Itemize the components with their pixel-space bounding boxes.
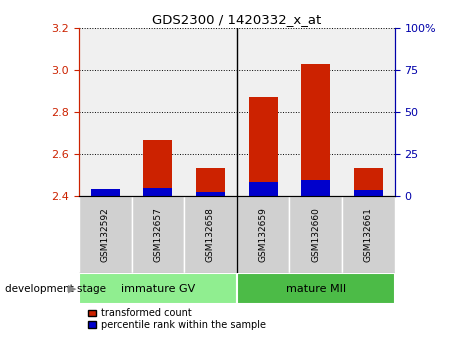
Text: GSM132661: GSM132661 — [364, 207, 373, 262]
Title: GDS2300 / 1420332_x_at: GDS2300 / 1420332_x_at — [152, 13, 322, 26]
Bar — [91, 192, 120, 196]
Bar — [91, 189, 120, 196]
Bar — [237, 273, 395, 304]
Text: ▶: ▶ — [68, 284, 76, 293]
Text: percentile rank within the sample: percentile rank within the sample — [101, 320, 267, 330]
Text: GSM132660: GSM132660 — [311, 207, 320, 262]
Text: transformed count: transformed count — [101, 308, 192, 318]
Bar — [143, 188, 172, 196]
Bar — [237, 196, 290, 273]
Bar — [249, 182, 277, 196]
Text: GSM132657: GSM132657 — [153, 207, 162, 262]
Text: GSM132659: GSM132659 — [258, 207, 267, 262]
Bar — [143, 140, 172, 196]
Text: development stage: development stage — [5, 284, 106, 293]
Text: immature GV: immature GV — [121, 284, 195, 293]
Bar — [79, 273, 237, 304]
Bar — [301, 180, 330, 196]
Text: GSM132658: GSM132658 — [206, 207, 215, 262]
Bar — [342, 196, 395, 273]
Bar — [249, 97, 277, 196]
Text: mature MII: mature MII — [285, 284, 346, 293]
Bar — [290, 196, 342, 273]
Bar — [196, 168, 225, 196]
Bar — [196, 192, 225, 196]
Bar — [79, 196, 132, 273]
Bar — [184, 196, 237, 273]
Text: GSM132592: GSM132592 — [101, 207, 110, 262]
Bar — [354, 190, 383, 196]
Bar — [132, 196, 184, 273]
Bar — [354, 168, 383, 196]
Bar — [301, 64, 330, 196]
